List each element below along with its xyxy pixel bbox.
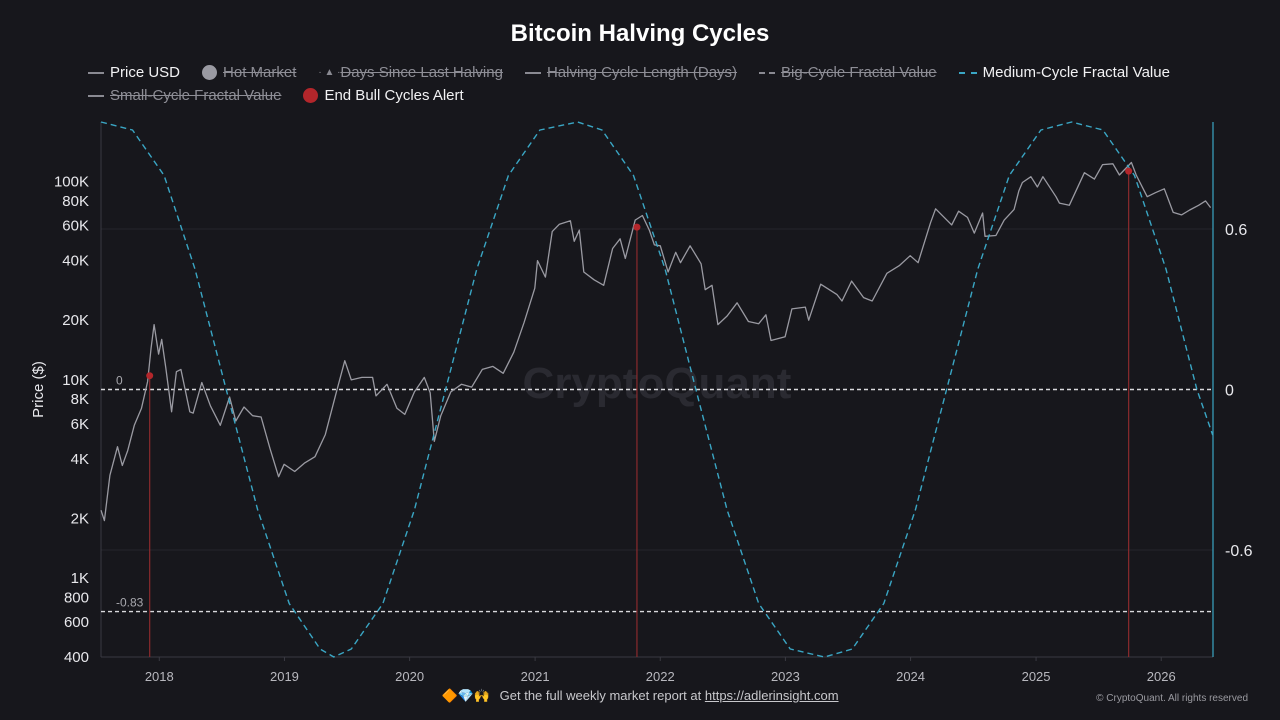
legend-item-small-cycle-fractal[interactable]: Small-Cycle Fractal Value bbox=[88, 85, 281, 106]
y-tick-label: 8K bbox=[71, 391, 89, 408]
footer-link[interactable]: https://adlerinsight.com bbox=[704, 688, 839, 703]
legend-item-end-bull-cycles-alert[interactable]: End Bull Cycles Alert bbox=[303, 85, 464, 106]
reference-label: -0.83 bbox=[116, 596, 144, 610]
reference-label: 0 bbox=[116, 374, 123, 388]
y-tick-label: 2K bbox=[71, 510, 89, 527]
footer-text: Get the full weekly market report at bbox=[499, 688, 702, 703]
y-tick-label: 60K bbox=[62, 218, 89, 235]
legend-label: Price USD bbox=[110, 64, 181, 81]
y2-tick-label: 0 bbox=[1225, 383, 1234, 400]
dash-swatch-icon bbox=[759, 71, 776, 74]
legend-item-price-usd[interactable]: Price USD bbox=[88, 62, 180, 83]
legend-label: Hot Market bbox=[223, 64, 297, 81]
x-tick-label: 2025 bbox=[1022, 669, 1051, 684]
y-tick-label: 4K bbox=[71, 451, 89, 468]
copyright: © CryptoQuant. All rights reserved bbox=[1096, 693, 1248, 704]
alert-marker bbox=[633, 223, 641, 231]
y-tick-label: 40K bbox=[62, 253, 89, 270]
y-tick-label: 100K bbox=[54, 174, 89, 191]
legend-label: End Bull Cycles Alert bbox=[324, 87, 464, 104]
x-tick-label: 2019 bbox=[270, 669, 299, 684]
series-medium-cycle-fractal bbox=[100, 121, 1214, 658]
line-swatch-icon bbox=[88, 71, 104, 74]
x-tick-label: 2018 bbox=[145, 669, 174, 684]
legend-label: Days Since Last Halving bbox=[340, 64, 503, 81]
alert-marker bbox=[1125, 167, 1133, 175]
dot-swatch-icon bbox=[202, 65, 218, 80]
triangle-swatch-icon: · ▲ · bbox=[318, 67, 341, 78]
y-tick-label: 800 bbox=[64, 589, 89, 606]
y-tick-label: 600 bbox=[64, 614, 89, 631]
legend-item-halving-cycle-length[interactable]: Halving Cycle Length (Days) bbox=[524, 62, 738, 83]
y-tick-label: 80K bbox=[62, 193, 89, 210]
x-tick-label: 2023 bbox=[771, 669, 800, 684]
x-tick-label: 2022 bbox=[646, 669, 675, 684]
line-swatch-icon bbox=[88, 94, 104, 97]
x-tick-label: 2026 bbox=[1147, 669, 1176, 684]
watermark: CryptoQuant bbox=[523, 359, 792, 408]
footer-emoji: 🔶💎🙌 bbox=[441, 688, 491, 703]
legend-item-big-cycle-fractal[interactable]: Big-Cycle Fractal Value bbox=[759, 62, 937, 83]
legend: Price USD Hot Market · ▲ · Days Since La… bbox=[88, 62, 1218, 106]
legend-item-days-since-last-halving[interactable]: · ▲ · Days Since Last Halving bbox=[318, 62, 503, 83]
legend-item-medium-cycle-fractal[interactable]: Medium-Cycle Fractal Value bbox=[958, 62, 1170, 83]
y-tick-label: 6K bbox=[71, 416, 89, 433]
y-axis-title: Price ($) bbox=[30, 361, 47, 418]
x-tick-label: 2020 bbox=[395, 669, 424, 684]
chart-title: Bitcoin Halving Cycles bbox=[510, 20, 770, 47]
legend-label: Small-Cycle Fractal Value bbox=[110, 87, 282, 104]
y2-tick-label: -0.6 bbox=[1225, 543, 1253, 560]
y-tick-label: 20K bbox=[62, 312, 89, 329]
legend-label: Medium-Cycle Fractal Value bbox=[982, 64, 1170, 81]
y-tick-label: 10K bbox=[62, 372, 89, 389]
x-tick-label: 2024 bbox=[896, 669, 925, 684]
y-tick-label: 400 bbox=[64, 649, 89, 666]
x-tick-label: 2021 bbox=[521, 669, 550, 684]
dot-swatch-icon bbox=[303, 88, 319, 103]
alert-marker bbox=[146, 372, 154, 380]
legend-item-hot-market[interactable]: Hot Market bbox=[202, 62, 296, 83]
line-swatch-icon bbox=[524, 71, 541, 74]
y2-tick-label: 0.6 bbox=[1225, 222, 1247, 239]
series-price-usd bbox=[100, 161, 1212, 522]
footer: 🔶💎🙌 Get the full weekly market report at… bbox=[0, 688, 1280, 704]
dash-swatch-icon bbox=[958, 71, 977, 74]
legend-label: Halving Cycle Length (Days) bbox=[546, 64, 738, 81]
y-tick-label: 1K bbox=[71, 570, 89, 587]
legend-label: Big-Cycle Fractal Value bbox=[781, 64, 937, 81]
